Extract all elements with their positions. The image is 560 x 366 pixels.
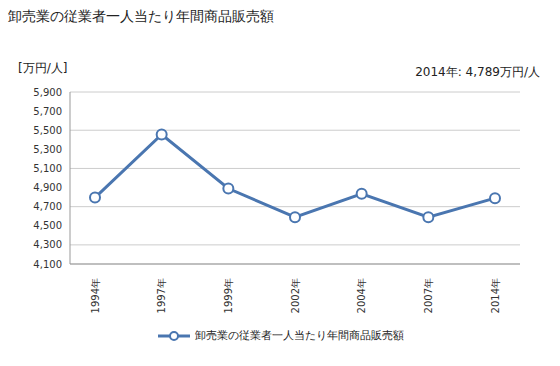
svg-text:5,100: 5,100 xyxy=(33,163,62,174)
svg-text:4,100: 4,100 xyxy=(33,259,62,270)
svg-text:2002年: 2002年 xyxy=(290,278,301,313)
svg-text:5,300: 5,300 xyxy=(33,144,62,155)
html-text:卸売業の従業者一人当たり年間商品販売額: 卸売業の従業者一人当たり年間商品販売額 xyxy=(194,329,404,342)
svg-text:5,500: 5,500 xyxy=(33,125,62,136)
html-text:[万円/人]: [万円/人] xyxy=(18,61,68,75)
svg-text:2007年: 2007年 xyxy=(423,278,434,313)
svg-text:4,900: 4,900 xyxy=(33,182,62,193)
svg-text:5,900: 5,900 xyxy=(33,87,62,98)
svg-text:5,700: 5,700 xyxy=(33,106,62,117)
svg-text:2014年: 2014年 xyxy=(490,278,501,313)
svg-text:2004年: 2004年 xyxy=(356,278,367,313)
svg-text:4,700: 4,700 xyxy=(33,201,62,212)
html-text:2014年: 4,789万円/人: 2014年: 4,789万円/人 xyxy=(415,65,540,79)
svg-text:1994年: 1994年 xyxy=(90,278,101,313)
svg-text:4,300: 4,300 xyxy=(33,239,62,250)
html-text:卸売業の従業者一人当たり年間商品販売額: 卸売業の従業者一人当たり年間商品販売額 xyxy=(8,8,274,24)
svg-text:1997年: 1997年 xyxy=(156,278,167,313)
svg-text:4,500: 4,500 xyxy=(33,220,62,231)
svg-text:1999年: 1999年 xyxy=(223,278,234,313)
